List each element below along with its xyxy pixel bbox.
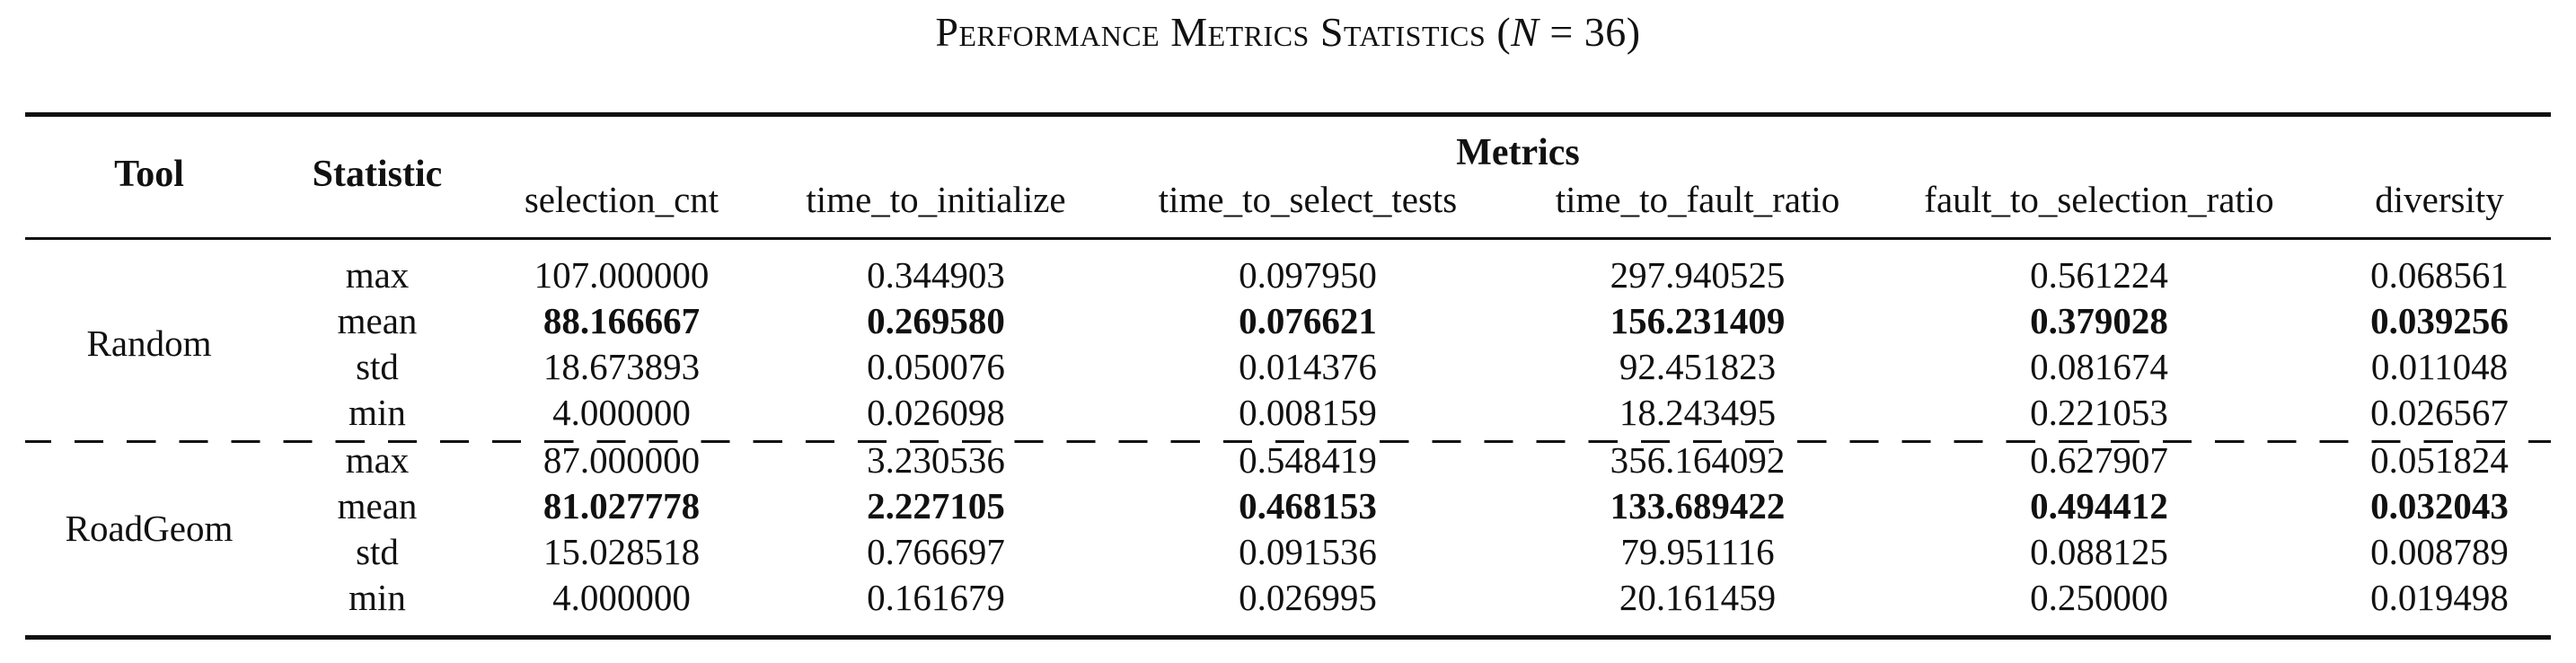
table-cell: 0.014376 [1239,346,1377,387]
table-cell: 0.088125 [2030,531,2168,572]
row-stat: std [356,346,399,387]
table-cell: 0.250000 [2030,577,2168,618]
row-stat: max [345,439,410,481]
table-cell: 3.230536 [867,439,1005,481]
table-cell-mean: 2.227105 [867,485,1005,526]
table-cell: 79.951116 [1620,531,1775,572]
header-tool: Tool [114,154,184,195]
header-rule [25,237,2551,240]
table-cell-mean: 0.379028 [2030,300,2168,341]
header-col-selection-cnt: selection_cnt [524,179,719,220]
table-cell-mean: 0.032043 [2370,485,2509,526]
table-cell-mean: 0.468153 [1239,485,1377,526]
table-cell: 0.344903 [867,254,1005,296]
table-cell: 0.026098 [867,392,1005,433]
table-cell: 0.026567 [2370,392,2509,433]
table-cell: 0.026995 [1239,577,1377,618]
group-tool-random: Random [86,323,212,364]
table-cell: 0.766697 [867,531,1005,572]
table-cell-mean: 0.269580 [867,300,1005,341]
table-cell: 0.097950 [1239,254,1377,296]
group-tool-roadgeom: RoadGeom [65,508,234,549]
table-cell: 87.000000 [543,439,701,481]
table-cell: 0.161679 [867,577,1005,618]
row-stat: mean [337,300,418,341]
header-col-diversity: diversity [2375,179,2504,220]
table-cell: 0.561224 [2030,254,2168,296]
row-stat: max [345,254,410,296]
table-cell: 15.028518 [543,531,701,572]
table-cell: 0.008789 [2370,531,2509,572]
row-stat: std [356,531,399,572]
table-cell: 0.019498 [2370,577,2509,618]
table-cell: 0.221053 [2030,392,2168,433]
header-col-time-to-initialize: time_to_initialize [806,179,1066,220]
header-metrics-group: Metrics [1456,132,1580,173]
table-cell: 18.673893 [543,346,701,387]
top-rule [25,112,2551,117]
table-cell: 92.451823 [1619,346,1777,387]
row-stat: min [348,392,406,433]
table-cell: 107.000000 [534,254,710,296]
table-cell-mean: 133.689422 [1610,485,1786,526]
header-col-fault-to-selection-ratio: fault_to_selection_ratio [1924,179,2274,220]
table-caption: Performance Metrics Statistics (N = 36) [0,5,2576,59]
header-statistic: Statistic [312,154,443,195]
table-cell-mean: 0.076621 [1239,300,1377,341]
table-cell: 20.161459 [1619,577,1777,618]
table-cell-mean: 88.166667 [543,300,701,341]
table-cell: 18.243495 [1619,392,1777,433]
table-cell: 4.000000 [552,392,691,433]
bottom-rule [25,635,2551,640]
header-col-time-to-fault-ratio: time_to_fault_ratio [1555,179,1840,220]
table-cell-mean: 0.039256 [2370,300,2509,341]
table-cell: 0.548419 [1239,439,1377,481]
table-cell: 0.008159 [1239,392,1377,433]
table-cell: 356.164092 [1610,439,1786,481]
caption-title: Performance Metrics Statistics [935,9,1486,55]
header-col-time-to-select-tests: time_to_select_tests [1158,179,1458,220]
row-stat: min [348,577,406,618]
table-cell: 0.081674 [2030,346,2168,387]
table-cell: 0.627907 [2030,439,2168,481]
table-cell-mean: 0.494412 [2030,485,2168,526]
table-cell: 0.091536 [1239,531,1377,572]
caption-sample-size: (N = 36) [1496,9,1641,55]
table-cell: 0.050076 [867,346,1005,387]
table-cell: 4.000000 [552,577,691,618]
table-cell: 297.940525 [1610,254,1786,296]
table-cell-mean: 81.027778 [543,485,701,526]
table-cell: 0.051824 [2370,439,2509,481]
table-cell-mean: 156.231409 [1610,300,1786,341]
table-cell: 0.068561 [2370,254,2509,296]
table-cell: 0.011048 [2370,346,2509,387]
row-stat: mean [337,485,418,526]
group-separator-dashed [25,440,2551,443]
